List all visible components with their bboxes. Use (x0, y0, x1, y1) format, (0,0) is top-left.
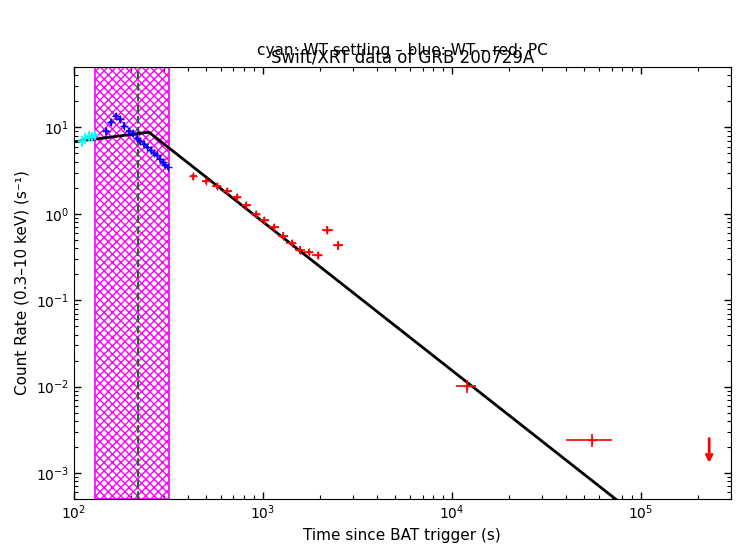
Title: Swift/XRT data of GRB 200729A: Swift/XRT data of GRB 200729A (271, 49, 534, 67)
Bar (95, 67, 169, 499)
X-axis label: Time since BAT trigger (s): Time since BAT trigger (s) (304, 528, 501, 543)
Y-axis label: Count Rate (0.3–10 keV) (s⁻¹): Count Rate (0.3–10 keV) (s⁻¹) (15, 171, 30, 396)
Text: cyan: WT settling – blue: WT – red: PC: cyan: WT settling – blue: WT – red: PC (257, 44, 548, 59)
